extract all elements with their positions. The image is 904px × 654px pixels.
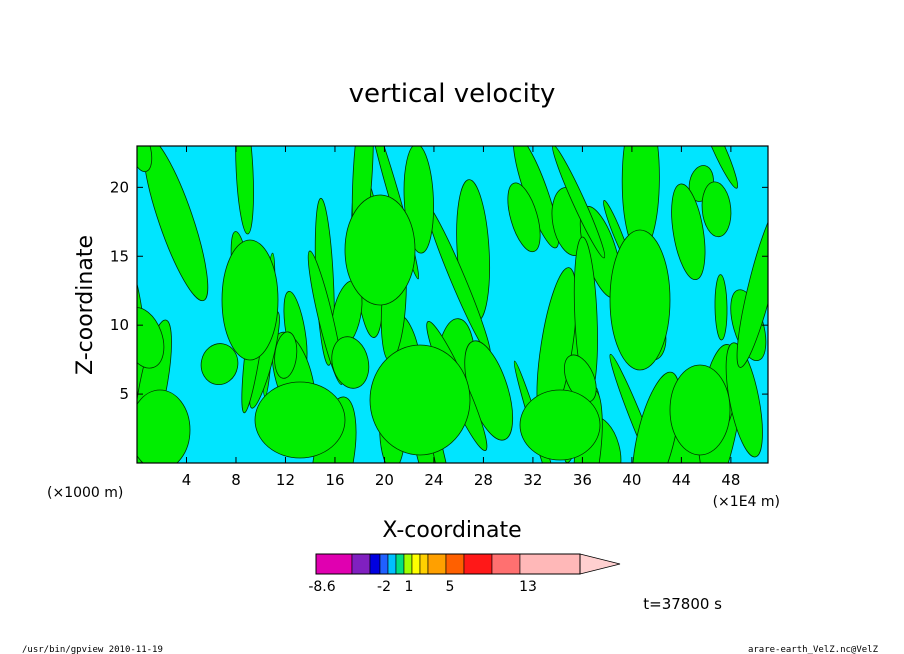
colorbar-segment <box>427 553 447 575</box>
colorbar-label: -8.6 <box>308 579 335 595</box>
x-tick-label: 48 <box>721 471 740 489</box>
colorbar-segment <box>519 553 581 575</box>
positive-contour-region <box>221 239 279 361</box>
positive-contour-region <box>344 194 416 306</box>
positive-contour-region <box>369 344 471 456</box>
colorbar-frame <box>315 553 581 575</box>
x-scale-note: (×1E4 m) <box>713 494 780 510</box>
positive-contour-region <box>507 182 541 253</box>
colorbar: -8.6 -2 1 5 13 <box>308 553 621 595</box>
positive-contour-region <box>235 146 254 235</box>
positive-contour-region <box>701 181 732 238</box>
colorbar-segment <box>395 553 405 575</box>
positive-contour-region <box>736 201 768 368</box>
positive-contour-region <box>143 146 209 302</box>
positive-contour-region <box>200 343 239 386</box>
positive-contour-region <box>274 331 298 379</box>
colorbar-segment <box>445 553 465 575</box>
positive-contour-region <box>254 381 346 459</box>
footer-left: /usr/bin/gpview 2010-11-19 <box>22 645 163 654</box>
footer-right: arare-earth_VelZ.nc@VelZ <box>748 645 879 654</box>
colorbar-segment <box>315 553 353 575</box>
positive-contour-region <box>609 229 671 371</box>
colorbar-segment <box>411 553 421 575</box>
positive-contour-region <box>632 371 681 463</box>
x-tick-label: 28 <box>474 471 493 489</box>
colorbar-label: -2 <box>377 579 391 595</box>
colorbar-segment <box>403 553 413 575</box>
positive-regions <box>137 146 768 463</box>
chart-title: vertical velocity <box>349 79 556 109</box>
colorbar-segment <box>491 553 521 575</box>
positive-contour-region <box>137 389 191 463</box>
y-tick-label: 15 <box>110 247 129 265</box>
x-tick-label: 24 <box>424 471 443 489</box>
positive-contour-region <box>519 389 601 461</box>
y-axis-label: Z-coordinate <box>73 235 98 375</box>
y-tick-label: 20 <box>110 178 129 196</box>
positive-contour-region <box>671 183 706 281</box>
colorbar-label: 1 <box>405 579 414 595</box>
colorbar-segment <box>387 553 397 575</box>
plot-area <box>137 146 768 463</box>
x-tick-label: 20 <box>375 471 394 489</box>
colorbar-segment <box>351 553 371 575</box>
colorbar-segment <box>369 553 381 575</box>
colorbar-label: 5 <box>446 579 455 595</box>
positive-contour-region <box>137 307 165 369</box>
x-tick-label: 36 <box>573 471 592 489</box>
colorbar-segment <box>419 553 429 575</box>
colorbar-segment <box>379 553 389 575</box>
y-axis: 5 10 15 20 <box>110 178 768 403</box>
x-tick-label: 32 <box>523 471 542 489</box>
positive-contour-region <box>714 274 728 341</box>
x-unit-label: (×1000 m) <box>47 485 123 501</box>
positive-contour-region <box>137 146 153 173</box>
time-label: t=37800 s <box>643 595 722 613</box>
positive-contour-region <box>552 146 606 259</box>
y-tick-label: 10 <box>110 316 129 334</box>
colorbar-segment <box>463 553 493 575</box>
positive-contour-region <box>669 364 731 456</box>
plot-frame <box>136 145 769 464</box>
positive-contour-region <box>331 336 370 389</box>
x-axis-label: X-coordinate <box>382 518 521 543</box>
x-tick-label: 12 <box>276 471 295 489</box>
x-tick-label: 8 <box>231 471 241 489</box>
x-tick-label: 4 <box>182 471 192 489</box>
y-tick-label: 5 <box>119 385 129 403</box>
x-tick-label: 40 <box>622 471 641 489</box>
x-tick-label: 16 <box>325 471 344 489</box>
x-tick-label: 44 <box>672 471 691 489</box>
x-axis: 4 8 12 16 20 24 28 32 36 40 44 48 <box>182 146 740 489</box>
colorbar-arrow <box>579 553 621 575</box>
colorbar-label: 13 <box>519 579 537 595</box>
